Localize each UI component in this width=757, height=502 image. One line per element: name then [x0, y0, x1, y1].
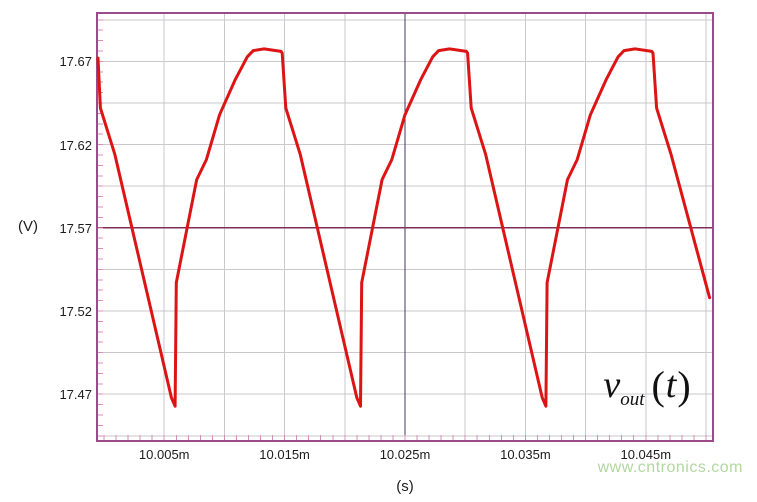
x-tick-label: 10.025m [379, 447, 431, 462]
x-tick-label: 10.005m [138, 447, 190, 462]
annotation-variable: v [603, 364, 621, 406]
y-tick-label: 17.57 [59, 220, 92, 236]
x-axis-unit-label: (s) [396, 478, 414, 495]
y-tick-label: 17.47 [59, 387, 92, 403]
y-axis-unit-label: (V) [18, 218, 38, 235]
trace-annotation: v out ( t ) [592, 364, 702, 412]
annotation-argument: t [665, 364, 677, 406]
y-tick-label: 17.62 [59, 137, 92, 153]
waveform-trace [96, 47, 712, 408]
x-tick-label: 10.015m [259, 447, 310, 462]
x-tick-label: 10.045m [620, 447, 672, 462]
x-tick-label: 10.035m [500, 447, 551, 462]
watermark-text: www.cntronics.com [597, 459, 743, 476]
y-tick-label: 17.52 [59, 304, 92, 320]
annotation-open-paren: ( [651, 363, 665, 408]
annotation-close-paren: ) [677, 363, 691, 408]
plot-border [96, 12, 714, 442]
annotation-subscript: out [620, 389, 645, 410]
y-tick-label: 17.67 [59, 54, 92, 70]
